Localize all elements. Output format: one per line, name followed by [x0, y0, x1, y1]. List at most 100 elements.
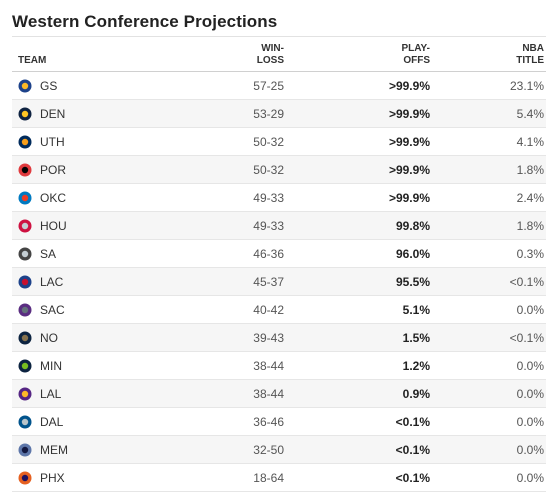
table-header-row: TEAM WIN- LOSS PLAY- OFFS NBA TITLE: [12, 36, 546, 72]
team-abbreviation[interactable]: PHX: [40, 470, 65, 485]
nba-title-cell: 4.1%: [432, 127, 546, 156]
playoffs-cell: <0.1%: [296, 435, 432, 464]
column-header-nba-title-line2: TITLE: [516, 55, 544, 66]
win-loss-cell: 40-42: [192, 295, 296, 324]
team-cell: LAL: [12, 379, 192, 408]
win-loss-cell: 53-29: [192, 99, 296, 128]
team-abbreviation[interactable]: LAL: [40, 386, 62, 401]
team-abbreviation[interactable]: UTH: [40, 134, 65, 149]
table-row[interactable]: DEN 53-29 >99.9% 5.4%: [12, 99, 546, 128]
warriors-logo-icon: [18, 79, 32, 93]
table-row[interactable]: LAC 45-37 95.5% <0.1%: [12, 267, 546, 296]
table-row[interactable]: UTH 50-32 >99.9% 4.1%: [12, 127, 546, 156]
kings-logo-icon: [18, 303, 32, 317]
spurs-logo-icon: [18, 247, 32, 261]
team-abbreviation[interactable]: HOU: [40, 218, 67, 233]
win-loss-cell: 45-37: [192, 267, 296, 296]
win-loss-cell: 57-25: [192, 71, 296, 100]
team-cell: GS: [12, 71, 192, 100]
column-header-playoffs-line2: OFFS: [403, 55, 430, 66]
column-header-team[interactable]: TEAM: [12, 36, 192, 72]
team-cell: POR: [12, 155, 192, 184]
column-header-win-loss[interactable]: WIN- LOSS: [192, 36, 296, 72]
playoffs-cell: 1.2%: [296, 351, 432, 380]
nba-title-cell: 23.1%: [432, 71, 546, 100]
column-header-playoffs-line1: PLAY-: [401, 43, 430, 54]
win-loss-cell: 36-46: [192, 407, 296, 436]
team-abbreviation[interactable]: LAC: [40, 274, 64, 289]
win-loss-cell: 50-32: [192, 155, 296, 184]
team-abbreviation[interactable]: MEM: [40, 442, 68, 457]
nba-title-cell: 1.8%: [432, 155, 546, 184]
team-cell: MIN: [12, 351, 192, 380]
team-abbreviation[interactable]: MIN: [40, 358, 62, 373]
playoffs-cell: >99.9%: [296, 99, 432, 128]
nba-title-cell: <0.1%: [432, 267, 546, 296]
nba-title-cell: 2.4%: [432, 183, 546, 212]
nba-title-cell: 0.0%: [432, 407, 546, 436]
mavericks-logo-icon: [18, 415, 32, 429]
nba-title-cell: 0.0%: [432, 435, 546, 464]
nba-title-cell: 0.0%: [432, 351, 546, 380]
nba-title-cell: <0.1%: [432, 323, 546, 352]
nba-title-cell: 0.0%: [432, 295, 546, 324]
nba-title-cell: 5.4%: [432, 99, 546, 128]
column-header-team-label: TEAM: [18, 55, 47, 66]
playoffs-cell: 0.9%: [296, 379, 432, 408]
suns-logo-icon: [18, 471, 32, 485]
column-header-playoffs[interactable]: PLAY- OFFS: [296, 36, 432, 72]
team-abbreviation[interactable]: SA: [40, 246, 57, 261]
projections-table: TEAM WIN- LOSS PLAY- OFFS NBA TITLE GS 57…: [12, 36, 546, 492]
team-cell: SA: [12, 239, 192, 268]
playoffs-cell: 1.5%: [296, 323, 432, 352]
column-header-nba-title-line1: NBA: [522, 43, 544, 54]
team-cell: MEM: [12, 435, 192, 464]
team-abbreviation[interactable]: POR: [40, 162, 67, 177]
lakers-logo-icon: [18, 387, 32, 401]
column-header-win-loss-line1: WIN-: [261, 43, 284, 54]
page-title: Western Conference Projections: [12, 12, 278, 31]
playoffs-cell: 99.8%: [296, 211, 432, 240]
table-row[interactable]: DAL 36-46 <0.1% 0.0%: [12, 407, 546, 436]
playoffs-cell: 96.0%: [296, 239, 432, 268]
team-cell: SAC: [12, 295, 192, 324]
table-row[interactable]: SAC 40-42 5.1% 0.0%: [12, 295, 546, 324]
win-loss-cell: 18-64: [192, 463, 296, 492]
pelicans-logo-icon: [18, 331, 32, 345]
table-row[interactable]: GS 57-25 >99.9% 23.1%: [12, 71, 546, 100]
team-cell: DAL: [12, 407, 192, 436]
team-abbreviation[interactable]: DEN: [40, 106, 66, 121]
table-row[interactable]: MIN 38-44 1.2% 0.0%: [12, 351, 546, 380]
playoffs-cell: <0.1%: [296, 407, 432, 436]
playoffs-cell: <0.1%: [296, 463, 432, 492]
team-abbreviation[interactable]: SAC: [40, 302, 65, 317]
team-cell: PHX: [12, 463, 192, 492]
team-cell: NO: [12, 323, 192, 352]
table-row[interactable]: LAL 38-44 0.9% 0.0%: [12, 379, 546, 408]
playoffs-cell: 95.5%: [296, 267, 432, 296]
table-row[interactable]: NO 39-43 1.5% <0.1%: [12, 323, 546, 352]
team-abbreviation[interactable]: DAL: [40, 414, 64, 429]
table-row[interactable]: SA 46-36 96.0% 0.3%: [12, 239, 546, 268]
win-loss-cell: 32-50: [192, 435, 296, 464]
win-loss-cell: 38-44: [192, 351, 296, 380]
table-row[interactable]: PHX 18-64 <0.1% 0.0%: [12, 463, 546, 492]
playoffs-cell: 5.1%: [296, 295, 432, 324]
table-row[interactable]: OKC 49-33 >99.9% 2.4%: [12, 183, 546, 212]
table-row[interactable]: MEM 32-50 <0.1% 0.0%: [12, 435, 546, 464]
table-row[interactable]: POR 50-32 >99.9% 1.8%: [12, 155, 546, 184]
nba-title-cell: 0.0%: [432, 379, 546, 408]
column-header-nba-title[interactable]: NBA TITLE: [432, 36, 546, 72]
team-abbreviation[interactable]: OKC: [40, 190, 67, 205]
clippers-logo-icon: [18, 275, 32, 289]
team-cell: DEN: [12, 99, 192, 128]
team-abbreviation[interactable]: GS: [40, 78, 58, 93]
team-cell: OKC: [12, 183, 192, 212]
rockets-logo-icon: [18, 219, 32, 233]
column-header-win-loss-line2: LOSS: [256, 55, 284, 66]
playoffs-cell: >99.9%: [296, 155, 432, 184]
wolves-logo-icon: [18, 359, 32, 373]
table-row[interactable]: HOU 49-33 99.8% 1.8%: [12, 211, 546, 240]
team-abbreviation[interactable]: NO: [40, 330, 58, 345]
win-loss-cell: 39-43: [192, 323, 296, 352]
